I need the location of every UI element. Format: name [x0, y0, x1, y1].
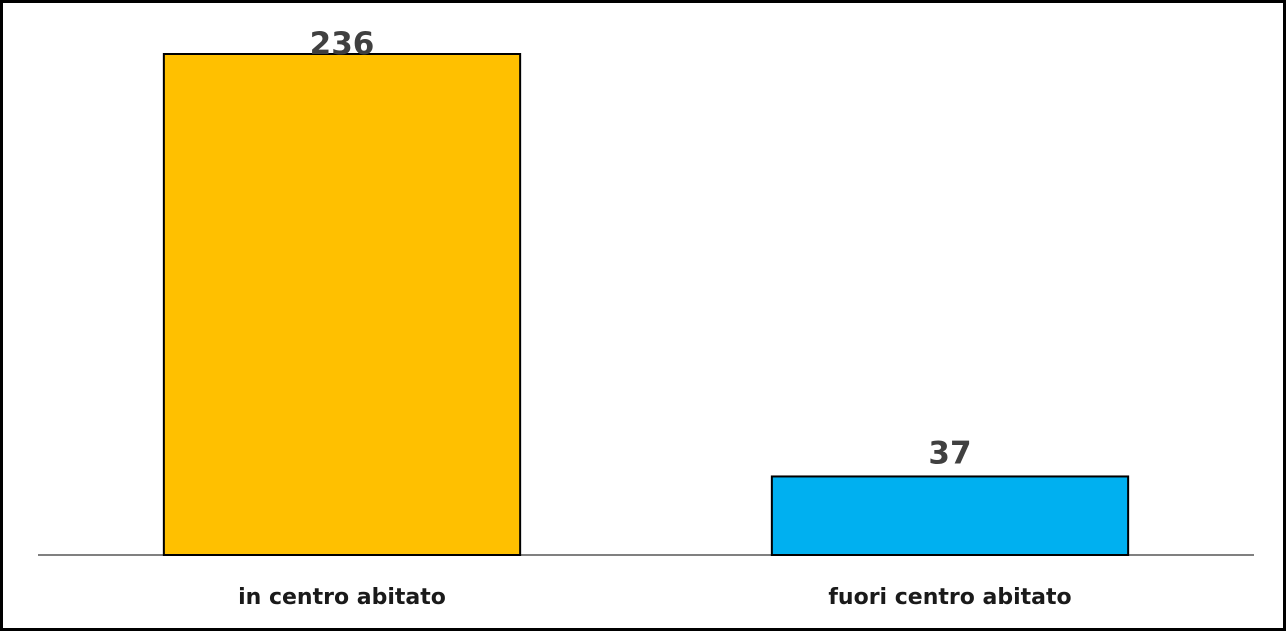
bar — [162, 53, 522, 556]
x-tick-label: fuori centro abitato — [828, 585, 1071, 610]
value-label: 236 — [310, 26, 375, 62]
value-label: 37 — [928, 435, 971, 471]
x-tick-label: in centro abitato — [238, 585, 446, 610]
bar — [770, 475, 1130, 557]
